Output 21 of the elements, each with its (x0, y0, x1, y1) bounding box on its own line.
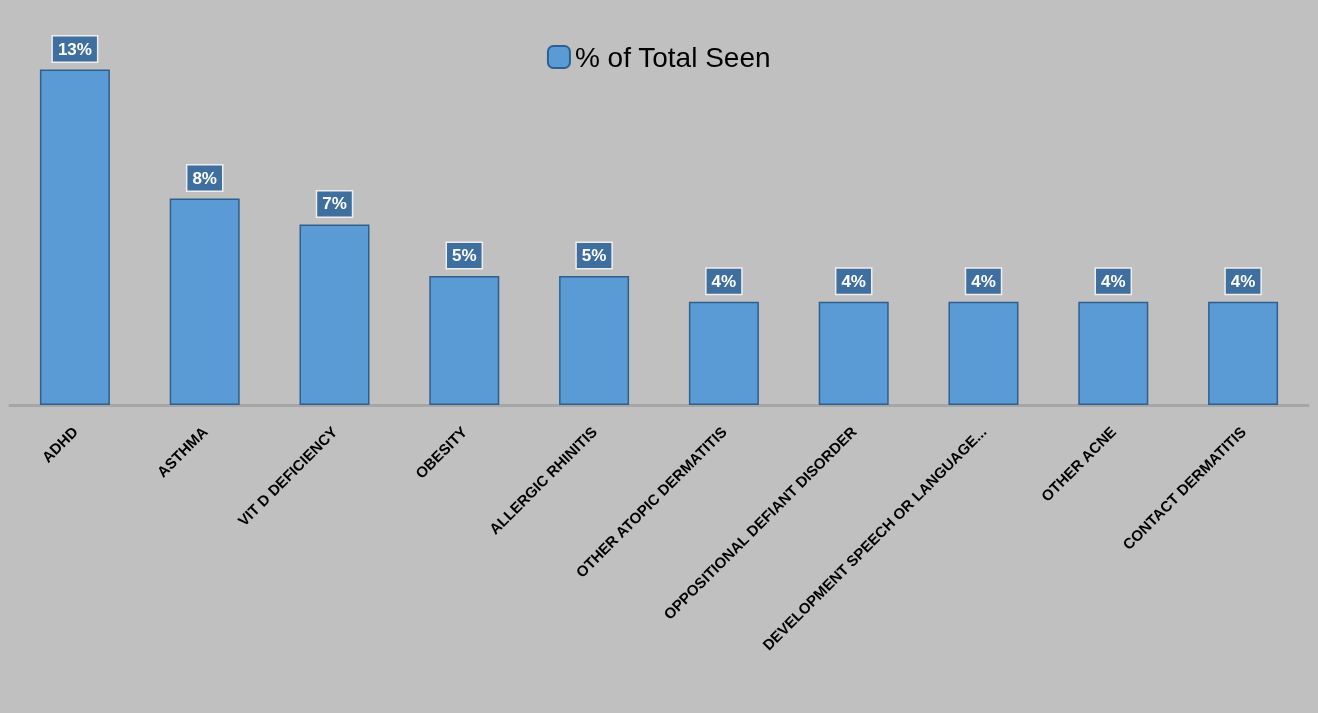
bar (299, 224, 370, 405)
bar (559, 276, 630, 405)
data-label: 4% (711, 271, 737, 291)
data-label: 4% (971, 271, 996, 291)
legend-label: % of Total Seen (574, 41, 771, 73)
data-label: 4% (841, 271, 866, 291)
data-label: 4% (1230, 271, 1256, 291)
bar (688, 301, 759, 405)
bar (818, 301, 889, 405)
bar (39, 69, 110, 405)
data-label: 5% (581, 246, 607, 265)
bar (948, 301, 1019, 405)
data-label: 8% (192, 168, 217, 188)
data-label: 7% (322, 194, 347, 214)
data-label: 5% (452, 246, 477, 265)
bar (1078, 301, 1149, 405)
bar (169, 198, 240, 405)
bar (429, 276, 500, 405)
data-label: 13% (57, 39, 92, 59)
bar (1208, 301, 1279, 405)
data-label: 4% (1101, 271, 1126, 291)
